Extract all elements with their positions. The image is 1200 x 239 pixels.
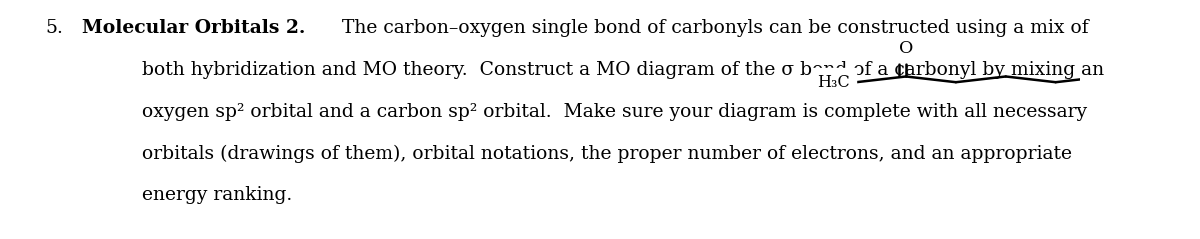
Text: oxygen sp² orbital and a carbon sp² orbital.  Make sure your diagram is complete: oxygen sp² orbital and a carbon sp² orbi… <box>142 103 1087 121</box>
Text: The carbon–oxygen single bond of carbonyls can be constructed using a mix of: The carbon–oxygen single bond of carbony… <box>330 19 1088 37</box>
Text: H₃C: H₃C <box>817 74 850 91</box>
Text: O: O <box>899 40 913 57</box>
Text: orbitals (drawings of them), orbital notations, the proper number of electrons, : orbitals (drawings of them), orbital not… <box>142 145 1072 163</box>
Text: Molecular Orbitals 2.: Molecular Orbitals 2. <box>82 19 305 37</box>
Text: energy ranking.: energy ranking. <box>142 186 292 204</box>
Text: 5.: 5. <box>46 19 64 37</box>
Text: both hybridization and MO theory.  Construct a MO diagram of the σ bond of a car: both hybridization and MO theory. Constr… <box>142 61 1104 79</box>
